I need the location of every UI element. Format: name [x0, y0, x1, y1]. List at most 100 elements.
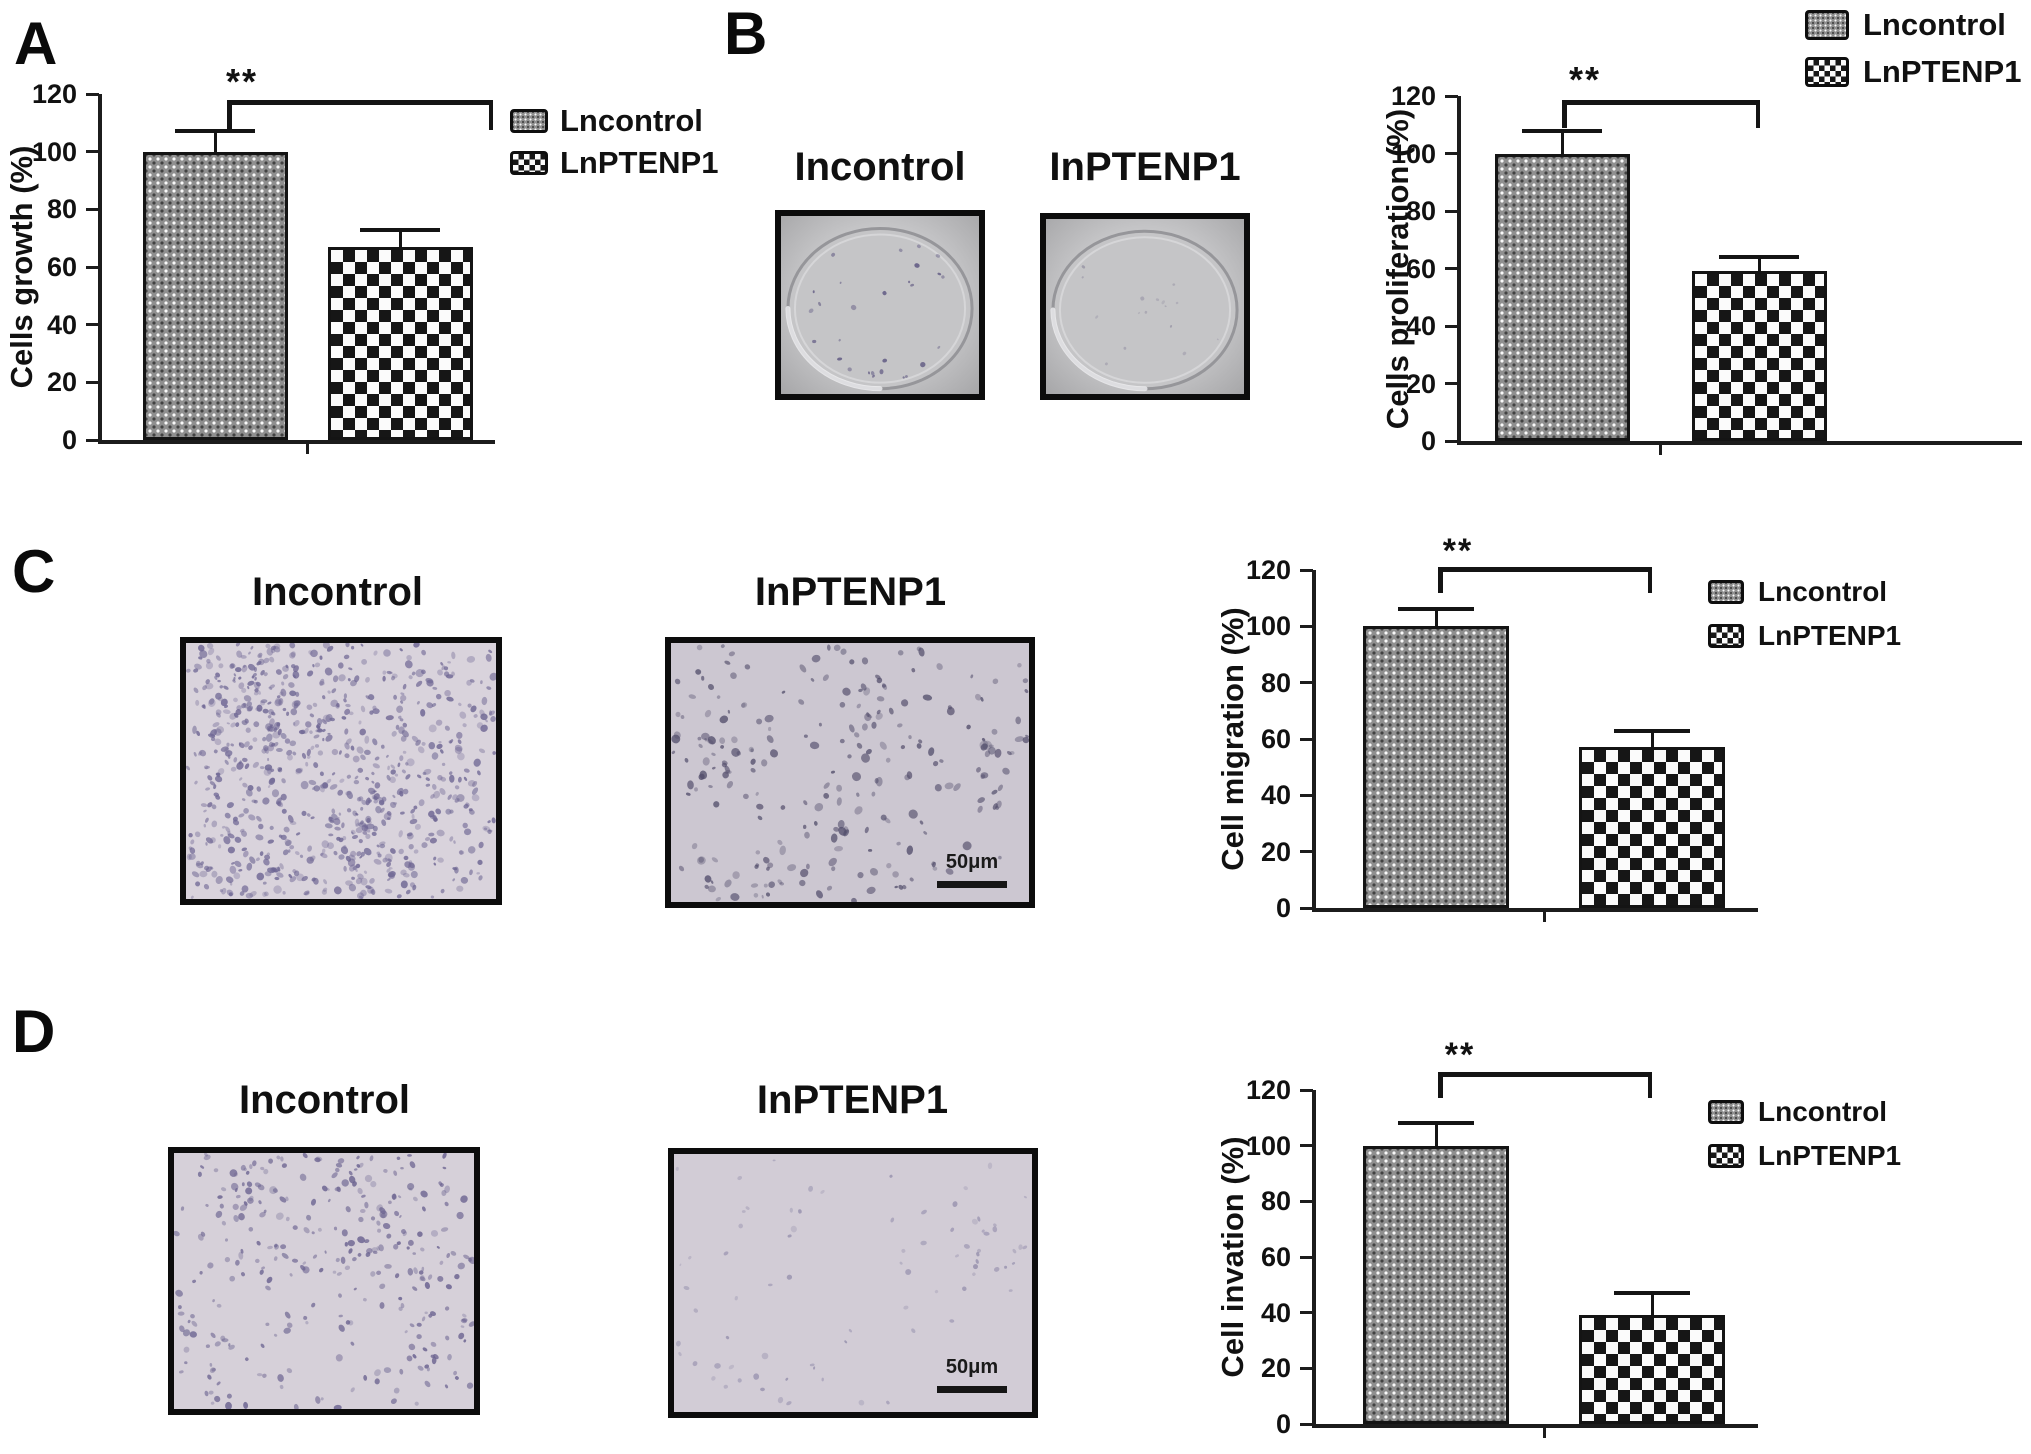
chart-D-significance-stars: ** [1444, 1036, 1476, 1074]
chart-A-bar-lnptenp1 [327, 246, 473, 440]
chart-A-y-tick-label: 60 [46, 252, 77, 282]
chart-D-y-tick-label: 80 [1260, 1186, 1291, 1217]
chart-A-error-bar-stem [213, 131, 217, 152]
micrograph-d-inptenp1 [668, 1148, 1038, 1418]
chart-B-y-tick-label: 40 [1405, 311, 1436, 341]
chart-B-y-tick-label: 0 [1420, 426, 1436, 456]
chart-B-y-tick [1445, 152, 1458, 155]
chart-A-y-tick [86, 265, 99, 269]
chart-D-y-tick-label: 20 [1260, 1353, 1291, 1384]
chart-D-y-tick-label: 0 [1275, 1409, 1291, 1439]
chart-B-legend-swatch-lncontrol [1805, 10, 1849, 40]
chart-C-legend-swatch-lnptenp1 [1708, 624, 1744, 648]
chart-A-x-axis [98, 440, 495, 444]
image-title-d-incontrol: Incontrol [238, 1078, 411, 1122]
chart-C-bracket-end-right [1647, 567, 1652, 593]
chart-C-y-tick-label: 120 [1245, 555, 1291, 585]
chart-D-y-tick [1300, 1366, 1313, 1370]
chart-C-significance-stars: ** [1442, 532, 1474, 570]
panel-label-a: A [14, 10, 58, 77]
chart-A-legend-label-lnptenp1: LnPTENP1 [560, 145, 719, 180]
chart-D-y-tick [1300, 1255, 1313, 1259]
chart-A-significance-stars: ** [225, 61, 259, 102]
chart-C-error-bar-stem [1434, 609, 1438, 627]
chart-A-y-tick [86, 438, 99, 442]
chart-C-y-tick [1300, 850, 1313, 854]
chart-A-error-bar-cap [360, 227, 440, 232]
chart-A-y-tick [86, 380, 99, 384]
chart-A-y-tick-label: 40 [46, 309, 77, 340]
chart-B-bracket-end-right [1755, 100, 1760, 128]
image-title-b-inptenp1: InPTENP1 [1049, 145, 1241, 189]
colony-dish-image-incontrol [775, 210, 985, 400]
scale-bar-c [937, 881, 1007, 888]
chart-B-y-tick [1445, 439, 1458, 443]
chart-A-legend-swatch-lnptenp1 [510, 151, 548, 175]
chart-D-y-tick [1300, 1311, 1313, 1315]
chart-D-y-tick-label: 100 [1245, 1130, 1291, 1161]
chart-C-y-tick-label: 100 [1245, 611, 1291, 642]
chart-C-x-tick [1542, 911, 1546, 922]
chart-B-error-bar-stem [1757, 257, 1761, 272]
chart-D-error-bar-stem [1650, 1293, 1654, 1316]
chart-B-significance-bracket [1562, 100, 1760, 105]
panel-label-d: D [12, 998, 56, 1065]
chart-B-error-bar-cap [1719, 255, 1799, 259]
chart-C-error-bar-cap [1398, 607, 1474, 612]
chart-B-bracket-end-left [1562, 100, 1567, 128]
chart-C-y-tick [1300, 793, 1313, 797]
chart-D-x-tick [1542, 1427, 1546, 1438]
chart-A-bar-lncontrol [142, 151, 288, 440]
chart-A-y-tick-label: 20 [46, 367, 77, 398]
chart-A-y-tick [86, 323, 99, 327]
chart-C-legend-swatch-lncontrol [1708, 580, 1744, 604]
chart-C-legend-label-lncontrol: Lncontrol [1758, 576, 1888, 607]
chart-C-y-tick-label: 80 [1260, 667, 1291, 698]
chart-D-y-tick-label: 120 [1245, 1075, 1291, 1105]
chart-B-significance-stars: ** [1568, 59, 1602, 100]
chart-D-x-axis [1312, 1424, 1758, 1428]
chart-D-error-bar-cap [1398, 1121, 1474, 1126]
chart-B-legend-label-lncontrol: Lncontrol [1863, 7, 2006, 42]
chart-D-legend-label-lncontrol: Lncontrol [1758, 1096, 1888, 1127]
chart-C-y-tick-label: 20 [1260, 836, 1291, 867]
micrograph-d-incontrol [168, 1147, 480, 1415]
chart-B-bar-lnptenp1 [1691, 271, 1827, 441]
chart-C-y-tick [1300, 568, 1313, 572]
chart-B-y-tick-label: 80 [1405, 196, 1436, 226]
chart-A-y-tick-label: 80 [46, 194, 77, 225]
chart-A-y-tick-label: 0 [61, 425, 77, 455]
chart-D-bar-lncontrol [1363, 1145, 1509, 1424]
chart-D-bracket-end-left [1438, 1072, 1443, 1098]
chart-A-y-tick-label: 120 [31, 79, 77, 109]
image-title-b-incontrol: Incontrol [794, 145, 966, 189]
chart-B-y-tick-label: 100 [1390, 138, 1436, 169]
chart-D-y-axis [1312, 1090, 1316, 1424]
chart-A-bracket-end-left [227, 100, 232, 130]
chart-D-y-tick-label: 40 [1260, 1297, 1291, 1328]
chart-A-y-tick [86, 207, 99, 211]
chart-D-y-tick [1300, 1144, 1313, 1148]
image-title-c-incontrol: Incontrol [251, 570, 424, 614]
chart-C-y-axis [1312, 570, 1316, 908]
chart-A-y-tick [86, 92, 99, 96]
chart-D-legend-swatch-lncontrol [1708, 1100, 1744, 1124]
chart-A-y-tick [86, 150, 99, 154]
chart-B-y-tick-label: 60 [1405, 253, 1436, 284]
chart-B-legend-swatch-lnptenp1 [1805, 57, 1849, 87]
chart-D-legend-label-lnptenp1: LnPTENP1 [1758, 1140, 1902, 1171]
chart-C-bracket-end-left [1438, 567, 1443, 593]
chart-B-bar-lncontrol [1494, 153, 1630, 441]
chart-A-x-tick [305, 443, 309, 454]
chart-B-y-tick-label: 120 [1390, 81, 1436, 111]
panel-label-b: B [724, 0, 768, 67]
chart-A-y-tick-label: 100 [31, 136, 77, 167]
chart-C-y-tick [1300, 906, 1313, 910]
chart-D-y-tick [1300, 1199, 1313, 1203]
chart-D-y-tick [1300, 1422, 1313, 1426]
chart-B-x-axis [1457, 441, 2022, 445]
chart-B-y-tick [1445, 94, 1458, 98]
chart-C-error-bar-stem [1650, 730, 1654, 748]
chart-A-legend-swatch-lncontrol [510, 109, 548, 133]
chart-A-error-bar-stem [398, 229, 402, 247]
